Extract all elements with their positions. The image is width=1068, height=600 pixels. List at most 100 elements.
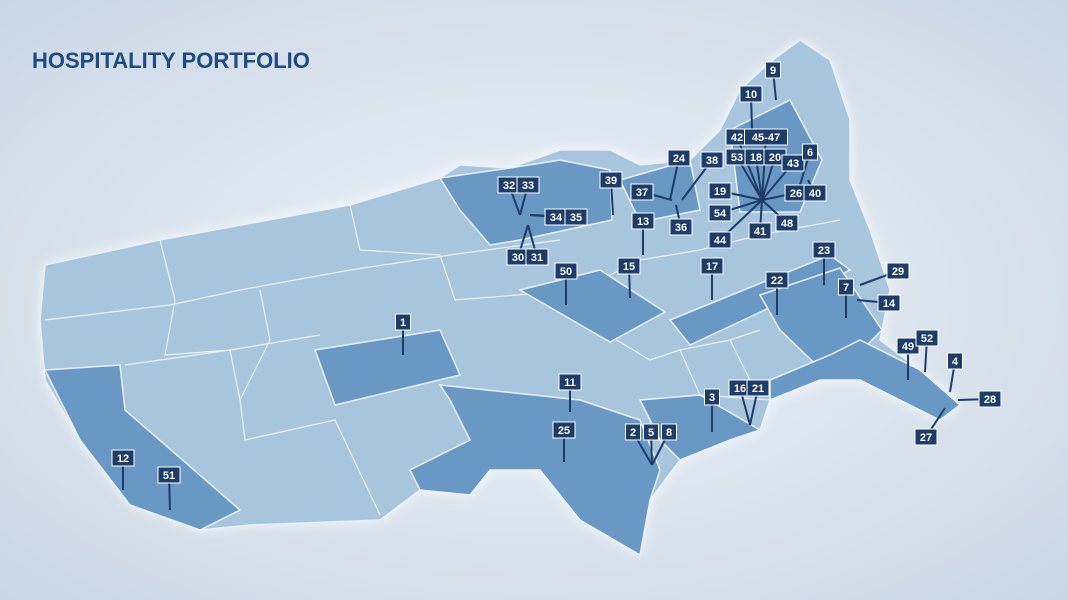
marker-box <box>630 183 654 201</box>
marker: 21 <box>746 379 770 397</box>
marker: 31 <box>525 248 549 266</box>
marker: 38 <box>700 151 724 169</box>
marker-box <box>947 352 963 370</box>
marker-box <box>739 85 763 103</box>
marker-label: 7 <box>843 282 849 294</box>
marker-label: 5 <box>648 427 654 439</box>
marker-label: 41 <box>754 226 766 238</box>
marker-label: 24 <box>673 153 686 165</box>
marker-label: 23 <box>818 245 830 257</box>
marker: 42 <box>725 128 749 146</box>
marker-box <box>765 61 781 79</box>
marker-label: 48 <box>781 218 793 230</box>
marker: 32 <box>497 176 521 194</box>
marker: 17 <box>700 257 724 275</box>
marker-box <box>669 218 693 236</box>
marker-label: 10 <box>745 89 757 101</box>
marker-label: 36 <box>675 222 687 234</box>
marker-box <box>704 388 720 406</box>
marker: 8 <box>661 423 677 441</box>
title: HOSPITALITY PORTFOLIO <box>32 48 310 73</box>
marker-label: 52 <box>921 333 933 345</box>
marker: 54 <box>708 204 732 222</box>
marker-box <box>775 214 799 232</box>
marker: 28 <box>978 390 1002 408</box>
marker-label: 20 <box>769 152 781 164</box>
marker: 5 <box>643 423 659 441</box>
marker-label: 15 <box>623 261 635 273</box>
marker: 7 <box>838 278 854 296</box>
marker-box <box>700 151 724 169</box>
marker-box <box>599 171 623 189</box>
marker: 49 <box>896 337 920 355</box>
marker-box <box>157 466 181 484</box>
marker-box <box>525 248 549 266</box>
marker: 12 <box>111 449 135 467</box>
marker-box <box>661 423 677 441</box>
marker-label: 8 <box>666 427 672 439</box>
marker-label: 34 <box>550 212 563 224</box>
marker: 44 <box>708 231 732 249</box>
marker: 27 <box>914 428 938 446</box>
marker: 40 <box>803 184 827 202</box>
marker-label: 1 <box>400 317 406 329</box>
marker-label: 32 <box>503 180 515 192</box>
marker: 4 <box>947 352 963 370</box>
marker-box <box>667 149 691 167</box>
marker-box <box>700 257 724 275</box>
marker-label: 27 <box>920 432 932 444</box>
marker-label: 22 <box>771 275 783 287</box>
marker-box <box>564 208 588 226</box>
marker-box <box>708 231 732 249</box>
marker-label: 38 <box>706 155 718 167</box>
marker-label: 2 <box>630 427 636 439</box>
marker-label: 44 <box>714 235 727 247</box>
marker: 20 <box>763 148 787 166</box>
marker-box <box>558 373 582 391</box>
marker-label: 19 <box>714 186 726 198</box>
marker: 43 <box>781 154 805 172</box>
marker-label: 9 <box>770 65 776 77</box>
marker-box <box>877 294 901 312</box>
marker-box <box>886 262 910 280</box>
marker-box <box>708 204 732 222</box>
marker-box <box>625 423 641 441</box>
marker: 6 <box>802 143 818 161</box>
marker-label: 39 <box>605 175 617 187</box>
marker: 15 <box>617 257 641 275</box>
marker-box <box>914 428 938 446</box>
marker-label: 18 <box>750 152 762 164</box>
marker-label: 35 <box>570 212 582 224</box>
marker-label: 30 <box>512 252 524 264</box>
marker-label: 53 <box>731 152 743 164</box>
marker: 24 <box>667 149 691 167</box>
marker-box <box>395 313 411 331</box>
marker: 30 <box>506 248 530 266</box>
marker-box <box>631 212 655 230</box>
marker: 45-47 <box>744 128 788 146</box>
marker-box <box>552 421 576 439</box>
marker-label: 33 <box>522 180 534 192</box>
marker-label: 31 <box>531 252 543 264</box>
marker: 18 <box>744 148 768 166</box>
marker: 25 <box>552 421 576 439</box>
marker-label: 3 <box>709 392 715 404</box>
marker-label: 13 <box>637 216 649 228</box>
marker-box <box>617 257 641 275</box>
marker: 39 <box>599 171 623 189</box>
marker-box <box>708 182 732 200</box>
marker: 11 <box>558 373 582 391</box>
marker-box <box>643 423 659 441</box>
marker-box <box>746 379 770 397</box>
marker-box <box>802 143 818 161</box>
marker-label: 25 <box>558 425 570 437</box>
marker-box <box>915 329 939 347</box>
marker: 37 <box>630 183 654 201</box>
marker: 35 <box>564 208 588 226</box>
marker-box <box>978 390 1002 408</box>
marker-label: 11 <box>564 377 576 389</box>
marker-box <box>554 262 578 280</box>
marker: 3 <box>704 388 720 406</box>
